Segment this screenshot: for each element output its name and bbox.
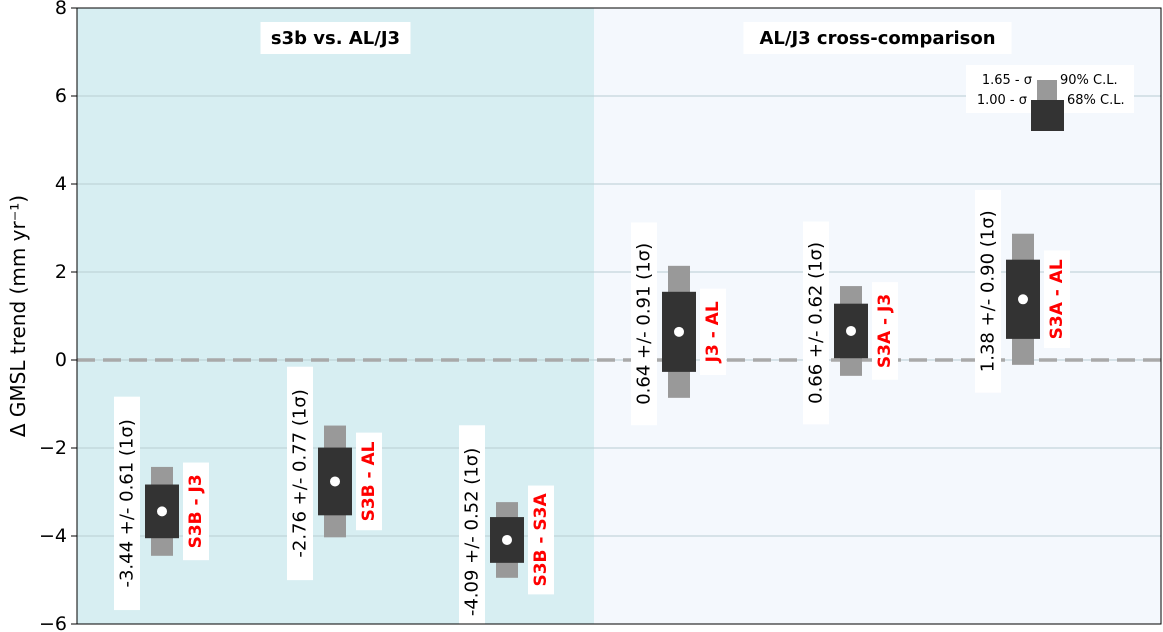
value-label: 1.38 +/- 0.90 (1σ): [978, 210, 999, 372]
mean-point: [846, 325, 856, 336]
series-group: 1.38 +/- 0.90 (1σ) S3A - AL: [975, 189, 1070, 393]
series-group: -4.09 +/- 0.52 (1σ) S3B - S3A: [459, 425, 554, 632]
pair-label-background: [872, 282, 898, 380]
value-label-background: [631, 222, 657, 426]
panel-title-background: [260, 22, 411, 54]
legend-label-cl-90: 90% C.L.: [1060, 73, 1118, 88]
pair-label-background: [528, 485, 554, 595]
panel-title-background: [743, 22, 1012, 54]
legend-swatch-68: [1031, 100, 1064, 131]
value-label: -3.44 +/- 0.61 (1σ): [117, 419, 138, 587]
confidence-boxes: -3.44 +/- 0.61 (1σ) S3B - J3 -2.76 +/- 0.7…: [114, 189, 1070, 632]
pair-label: J3 - AL: [703, 301, 723, 363]
y-tick-label: −6: [39, 613, 67, 632]
value-label-background: [803, 221, 829, 425]
y-axis-label: Δ GMSL trend (mm yr⁻¹): [6, 195, 30, 437]
pair-label-background: [700, 288, 726, 376]
panel-title-left: s3b vs. AL/J3: [271, 28, 400, 49]
series-group: -2.76 +/- 0.77 (1σ) S3B - AL: [287, 366, 382, 581]
pair-label: S3A - J3: [875, 294, 895, 368]
y-tick-label: 0: [55, 349, 67, 371]
y-tick-label: −4: [39, 525, 67, 547]
legend-label-cl-68: 68% C.L.: [1067, 93, 1125, 108]
series-group: 0.64 +/- 0.91 (1σ) J3 - AL: [631, 222, 726, 426]
plot-frame: [76, 7, 1162, 625]
value-label-background: [287, 366, 313, 581]
value-label: -4.09 +/- 0.52 (1σ): [462, 448, 483, 616]
value-label-background: [114, 396, 140, 611]
pair-label: S3A - AL: [1047, 259, 1067, 339]
legend-label-sigma-68: 1.00 - σ: [977, 93, 1027, 108]
y-tick-label: −2: [39, 437, 67, 459]
legend-label-sigma-90: 1.65 - σ: [982, 73, 1032, 88]
pair-label-background: [183, 462, 209, 561]
mean-point: [330, 476, 340, 487]
series-group: 0.66 +/- 0.62 (1σ) S3A - J3: [803, 221, 898, 425]
pair-label: S3B - AL: [359, 441, 379, 521]
pair-label: S3B - J3: [186, 474, 206, 548]
value-label: 0.66 +/- 0.62 (1σ): [806, 242, 827, 404]
y-tick-label: 8: [55, 0, 67, 19]
pair-label-background: [1044, 250, 1070, 349]
legend: 1.65 - σ 90% C.L. 1.00 - σ 68% C.L.: [966, 65, 1134, 131]
y-axis-ticks: −6 −4 −2 0 2 4 6 8: [39, 0, 77, 632]
pair-label: S3B - S3A: [531, 493, 551, 587]
value-label-background: [459, 425, 485, 632]
value-label-background: [975, 189, 1001, 393]
mean-point: [502, 534, 512, 545]
value-label: 0.64 +/- 0.91 (1σ): [634, 243, 655, 405]
y-tick-label: 2: [55, 261, 67, 283]
mean-point: [157, 506, 167, 517]
pair-label-background: [356, 432, 382, 531]
y-tick-label: 4: [55, 173, 67, 195]
value-label: -2.76 +/- 0.77 (1σ): [290, 389, 311, 557]
panel-title-right: AL/J3 cross-comparison: [759, 28, 995, 49]
panel-titles: s3b vs. AL/J3 AL/J3 cross-comparison: [260, 22, 1012, 54]
mean-point: [1018, 294, 1028, 305]
series-group: -3.44 +/- 0.61 (1σ) S3B - J3: [114, 396, 209, 611]
mean-point: [674, 326, 684, 337]
y-tick-label: 6: [55, 85, 67, 107]
